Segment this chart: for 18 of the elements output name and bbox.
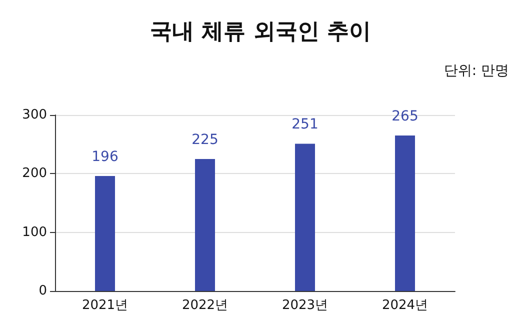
data-label: 225 <box>192 132 218 148</box>
bar <box>95 176 115 291</box>
y-tick-label: 0 <box>38 284 47 298</box>
y-tick-label: 100 <box>22 224 47 240</box>
x-tick-label: 2023년 <box>282 298 328 313</box>
text: 단위: 만명 <box>444 63 510 79</box>
x-tick-label: 2022년 <box>182 298 228 313</box>
data-label: 196 <box>92 149 118 166</box>
x-tick-label: 2021년 <box>82 298 128 313</box>
data-label: 251 <box>292 116 318 133</box>
y-tick-label: 300 <box>22 108 47 122</box>
bar <box>295 144 315 291</box>
x-tick-label: 2024년 <box>382 298 428 313</box>
y-tick-label: 200 <box>22 166 47 182</box>
chart-title: 국내 체류 외국인 추이 <box>150 20 371 44</box>
data-label: 265 <box>392 108 418 125</box>
bar <box>195 159 215 291</box>
bar <box>395 136 415 291</box>
